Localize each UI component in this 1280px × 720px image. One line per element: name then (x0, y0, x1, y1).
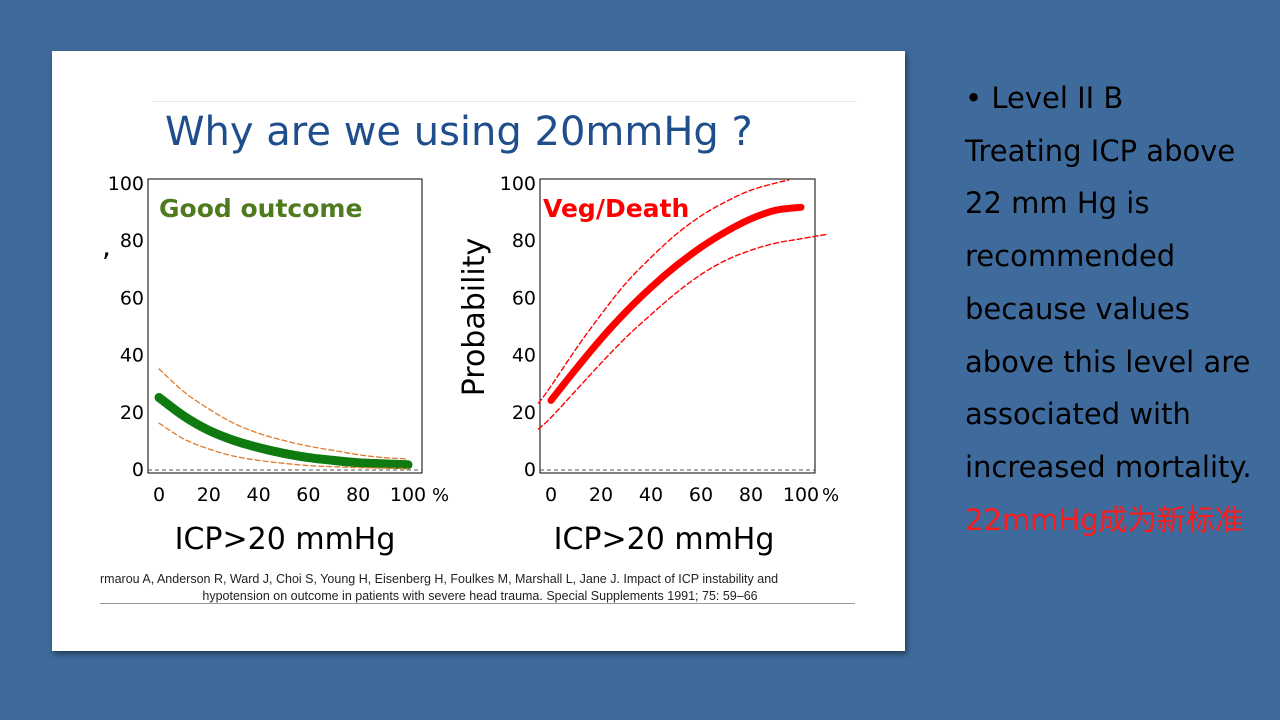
x-tick-label: 100 (390, 484, 426, 506)
series-line-ci (537, 179, 790, 404)
chart-title: Veg/Death (543, 194, 689, 223)
citation-line-2: hypotension on outcome in patients with … (202, 589, 758, 603)
chart-frame (539, 178, 816, 474)
y-tick-label: 40 (120, 345, 144, 367)
title-divider (152, 101, 857, 102)
slide-title: Why are we using 20mmHg ? (165, 109, 753, 155)
clipped-ylabel-mark: , (102, 230, 111, 263)
citation: rmarou A, Anderson R, Ward J, Choi S, Yo… (100, 571, 860, 605)
y-tick-label: 100 (108, 173, 144, 195)
series-line-ci (158, 368, 409, 460)
x-tick-label: 80 (739, 484, 763, 506)
level-text: Level II B (991, 81, 1124, 115)
chart-xlabel: ICP>20 mmHg (554, 522, 775, 557)
y-tick-label: 0 (524, 459, 536, 481)
citation-divider (100, 603, 855, 604)
chart-frame (147, 178, 423, 474)
x-unit-label: % (822, 485, 839, 506)
series-line-ci (158, 422, 409, 470)
slide-image: Why are we using 20mmHg ? Good outcome ,… (52, 51, 905, 651)
chart-xlabel: ICP>20 mmHg (175, 522, 396, 557)
series-line-estimate (154, 393, 413, 470)
y-tick-label: 40 (512, 345, 536, 367)
x-tick-label: 20 (197, 484, 221, 506)
y-tick-label: 60 (512, 287, 536, 309)
x-tick-label: 20 (589, 484, 613, 506)
y-tick-label: 20 (120, 402, 144, 424)
y-tick-label: 100 (500, 173, 536, 195)
y-tick-label: 20 (512, 402, 536, 424)
speaker-notes: • Level II B Treating ICP above 22 mm Hg… (965, 72, 1265, 546)
notes-highlight: 22mmHg成为新标准 (965, 502, 1244, 537)
x-tick-label: 60 (296, 484, 320, 506)
chart-title: Good outcome (159, 194, 362, 223)
y-tick-label: 60 (120, 287, 144, 309)
x-tick-label: 0 (153, 484, 165, 506)
series-line-estimate (547, 203, 805, 404)
notes-level-line: • Level II B (965, 72, 1265, 125)
notes-body: Treating ICP above 22 mm Hg is recommend… (965, 133, 1252, 484)
series-line-ci (537, 233, 827, 430)
x-unit-label: % (432, 485, 449, 506)
y-tick-label: 80 (120, 230, 144, 252)
y-tick-label: 80 (512, 230, 536, 252)
y-tick-label: 0 (132, 459, 144, 481)
chart-ylabel: Probability (457, 238, 492, 397)
citation-line-1: rmarou A, Anderson R, Ward J, Choi S, Yo… (100, 572, 779, 586)
x-tick-label: 0 (545, 484, 557, 506)
bullet: • (965, 81, 983, 115)
good-outcome-chart: Good outcome , 0 20 40 60 80 100 0 20 40 60 80 100… (102, 173, 449, 557)
x-tick-label: 40 (639, 484, 663, 506)
x-tick-label: 100 (783, 484, 819, 506)
x-tick-label: 80 (346, 484, 370, 506)
charts-figure: Good outcome , 0 20 40 60 80 100 0 20 40 60 80 100… (102, 173, 839, 557)
x-tick-label: 60 (689, 484, 713, 506)
x-tick-label: 40 (247, 484, 271, 506)
veg-death-chart: Veg/Death Probability 0 20 40 60 80 100 0 20 40… (457, 173, 839, 557)
